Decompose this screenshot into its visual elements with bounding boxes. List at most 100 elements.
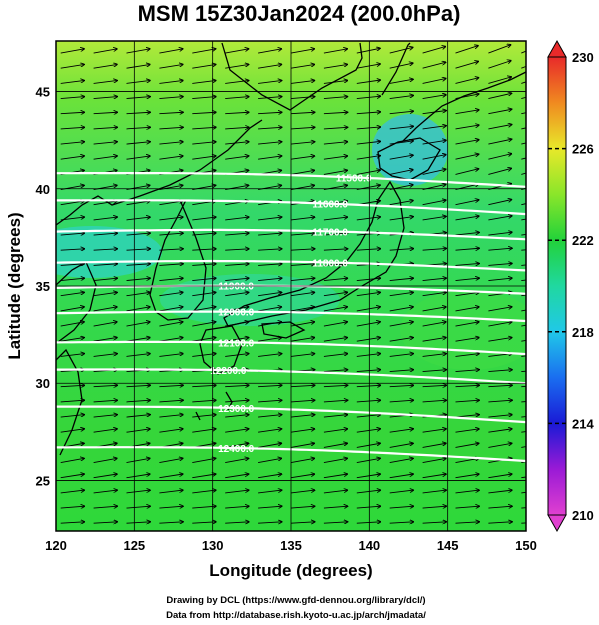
wind-arrow [455,200,479,206]
wind-arrow [60,249,85,250]
wind-arrow [159,415,183,418]
wind-arrow [389,400,414,402]
wind-arrow [455,370,480,372]
wind-arrow [60,322,85,327]
wind-arrow [126,112,151,113]
wind-arrow [290,249,315,250]
credit-data: Data from http://database.rish.kyoto-u.a… [166,610,426,621]
wind-arrow [488,385,512,386]
colorbar-tick-label: 222 [572,233,594,248]
wind-arrow [356,354,381,357]
wind-arrow [389,354,414,357]
contour-label: 12400.0 [218,444,255,455]
wind-arrow [521,446,526,448]
x-tick-label: 130 [202,538,224,553]
wind-arrow [93,506,118,508]
contour-label: 11700.0 [312,227,348,238]
wind-arrow [323,385,348,386]
warm-region-pacific [400,290,526,370]
wind-arrow [389,126,414,130]
wind-arrow [455,169,479,175]
wind-arrow [356,141,381,145]
wind-arrow [455,443,480,448]
wind-arrow [422,385,447,386]
x-tick-label: 150 [515,538,537,553]
wind-arrow [422,46,446,54]
wind-arrow [93,385,118,386]
wind-arrow [290,307,315,312]
wind-arrow [258,474,282,479]
wind-arrow [192,322,216,327]
wind-arrow [258,233,282,235]
wind-arrow [356,458,381,463]
wind-arrow [93,127,118,129]
wind-arrow [290,385,315,386]
wind-arrow [126,415,151,418]
wind-arrow [225,97,249,99]
wind-arrow [192,292,216,297]
wind-arrow [323,307,348,312]
wind-arrow [126,264,151,266]
wind-arrow [422,322,447,327]
x-axis-label: Longitude (degrees) [209,561,372,580]
wind-arrow [323,400,348,402]
wind-arrow [422,140,447,145]
wind-arrow [258,127,282,129]
wind-arrow [323,522,348,523]
wind-arrow [422,443,447,448]
wind-arrow [192,264,216,266]
wind-arrow [93,201,118,206]
wind-arrow [290,322,315,327]
wind-arrow [93,142,118,145]
wind-arrow [455,474,480,479]
wind-arrow [159,354,183,357]
wind-arrow [323,264,348,266]
wind-arrow [488,490,512,494]
wind-arrow [488,154,511,160]
contour-label: 12300.0 [218,404,255,415]
wind-arrow [323,170,348,175]
wind-arrow [323,49,348,54]
wind-arrow [290,112,315,113]
wind-arrow [93,337,118,342]
wind-arrow [422,111,447,115]
coastline-kurils [401,71,526,143]
wind-arrow [290,64,315,69]
wind-arrow [455,506,480,508]
wind-arrow [356,96,381,100]
wind-arrow [389,337,414,342]
wind-arrow [60,127,85,129]
wind-arrow [126,217,151,221]
wind-arrow [422,429,447,433]
contour-label: 12200.0 [210,366,247,377]
wind-arrow [60,97,85,99]
wind-arrow [258,522,282,523]
wind-arrow [60,415,85,418]
wind-arrow [356,385,381,386]
wind-arrow [488,263,512,265]
x-tick-label: 125 [123,538,145,553]
wind-arrow [323,292,348,297]
wind-arrow [126,506,151,508]
wind-arrow [290,217,315,221]
wind-arrow [488,109,512,115]
wind-arrow [93,64,118,69]
wind-arrow [389,155,414,160]
wind-arrow [389,63,413,69]
wind-arrow [93,429,118,433]
wind-arrow [159,264,183,266]
wind-arrow [422,337,447,342]
wind-arrow [126,64,151,69]
wind-arrow [455,385,480,386]
wind-arrow [488,199,511,206]
contour-label: 11900.0 [218,282,254,293]
wind-arrow [389,506,414,508]
wind-arrow [93,415,118,418]
wind-arrow [323,217,348,221]
wind-arrow [290,264,315,266]
wind-arrow [290,278,315,282]
wind-arrow [60,217,85,221]
wind-arrow [323,506,348,508]
wind-arrow [126,49,151,54]
wind-arrow [389,443,414,448]
